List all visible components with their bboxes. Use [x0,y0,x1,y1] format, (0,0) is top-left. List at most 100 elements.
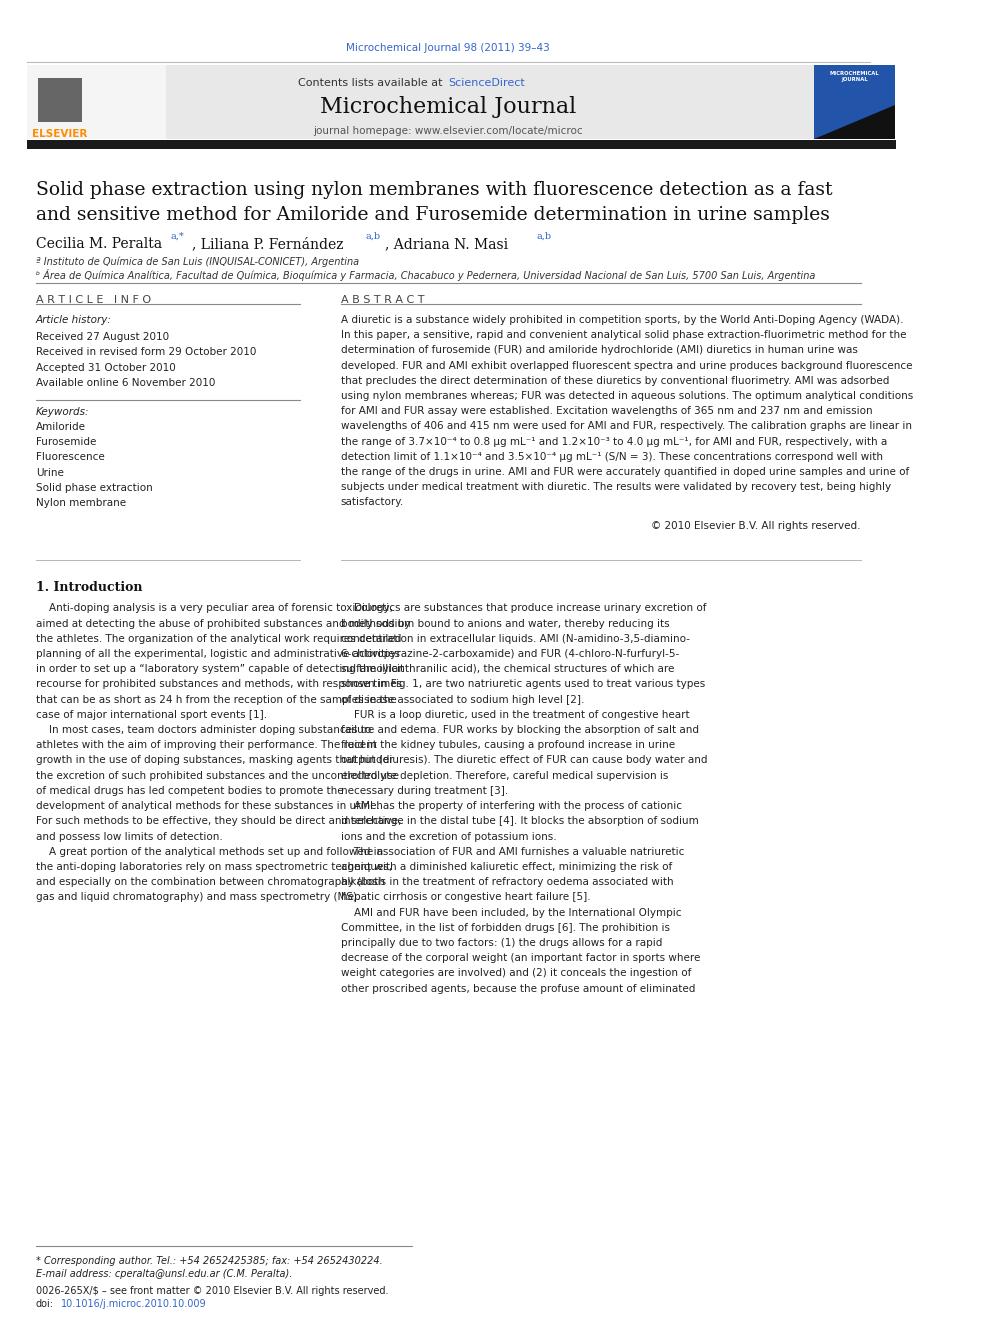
Bar [38,78,82,122]
Text: A diuretic is a substance widely prohibited in competition sports, by the World : A diuretic is a substance widely prohibi… [340,315,903,325]
Text: Amiloride: Amiloride [36,422,86,433]
Text: interchange in the distal tube [4]. It blocks the absorption of sodium: interchange in the distal tube [4]. It b… [340,816,698,827]
Text: weight categories are involved) and (2) it conceals the ingestion of: weight categories are involved) and (2) … [340,968,691,979]
Text: 0026-265X/$ – see front matter © 2010 Elsevier B.V. All rights reserved.: 0026-265X/$ – see front matter © 2010 El… [36,1286,388,1297]
Text: determination of furosemide (FUR) and amiloride hydrochloride (AMI) diuretics in: determination of furosemide (FUR) and am… [340,345,857,356]
FancyBboxPatch shape [814,65,895,139]
Text: Received 27 August 2010: Received 27 August 2010 [36,332,169,343]
Text: of medical drugs has led competent bodies to promote the: of medical drugs has led competent bodie… [36,786,343,796]
Text: Committee, in the list of forbidden drugs [6]. The prohibition is: Committee, in the list of forbidden drug… [340,923,670,933]
Text: output (diuresis). The diuretic effect of FUR can cause body water and: output (diuresis). The diuretic effect o… [340,755,707,766]
Text: Microchemical Journal: Microchemical Journal [320,97,576,118]
Text: MICROCHEMICAL
JOURNAL: MICROCHEMICAL JOURNAL [829,71,879,82]
Text: Article history:: Article history: [36,315,112,325]
Text: The association of FUR and AMI furnishes a valuable natriuretic: The association of FUR and AMI furnishes… [340,847,684,857]
Text: Anti-doping analysis is a very peculiar area of forensic toxicology,: Anti-doping analysis is a very peculiar … [36,603,393,614]
Text: a,b: a,b [366,232,381,241]
Text: and especially on the combination between chromatography (both: and especially on the combination betwee… [36,877,385,888]
Text: E-mail address: cperalta@unsl.edu.ar (C.M. Peralta).: E-mail address: cperalta@unsl.edu.ar (C.… [36,1269,293,1279]
Text: In most cases, team doctors administer doping substances to: In most cases, team doctors administer d… [36,725,371,736]
Text: FUR is a loop diuretic, used in the treatment of congestive heart: FUR is a loop diuretic, used in the trea… [340,709,689,720]
Text: Solid phase extraction using nylon membranes with fluorescence detection as a fa: Solid phase extraction using nylon membr… [36,181,832,225]
Text: subjects under medical treatment with diuretic. The results were validated by re: subjects under medical treatment with di… [340,483,891,492]
Text: A great portion of the analytical methods set up and followed in: A great portion of the analytical method… [36,847,383,857]
Text: hepatic cirrhosis or congestive heart failure [5].: hepatic cirrhosis or congestive heart fa… [340,892,590,902]
Text: gas and liquid chromatography) and mass spectrometry (MS).: gas and liquid chromatography) and mass … [36,892,360,902]
Text: developed. FUR and AMI exhibit overlapped fluorescent spectra and urine produces: developed. FUR and AMI exhibit overlappe… [340,360,912,370]
Text: other proscribed agents, because the profuse amount of eliminated: other proscribed agents, because the pro… [340,983,695,994]
Text: Contents lists available at: Contents lists available at [298,78,445,89]
Text: doi:: doi: [36,1299,54,1310]
Text: ª Instituto de Química de San Luis (INQUISAL-CONICET), Argentina: ª Instituto de Química de San Luis (INQU… [36,257,359,267]
Text: for AMI and FUR assay were established. Excitation wavelengths of 365 nm and 237: for AMI and FUR assay were established. … [340,406,872,417]
Text: the anti-doping laboratories rely on mass spectrometric techniques,: the anti-doping laboratories rely on mas… [36,863,392,872]
Text: satisfactory.: satisfactory. [340,497,404,508]
Text: Urine: Urine [36,467,63,478]
Text: sulfamoylanthranilic acid), the chemical structures of which are: sulfamoylanthranilic acid), the chemical… [340,664,674,675]
Text: growth in the use of doping substances, masking agents that hinder: growth in the use of doping substances, … [36,755,393,766]
Text: wavelengths of 406 and 415 nm were used for AMI and FUR, respectively. The calib: wavelengths of 406 and 415 nm were used … [340,421,912,431]
Text: AMI has the property of interfering with the process of cationic: AMI has the property of interfering with… [340,800,682,811]
Text: principally due to two factors: (1) the drugs allows for a rapid: principally due to two factors: (1) the … [340,938,662,949]
Text: decrease of the corporal weight (an important factor in sports where: decrease of the corporal weight (an impo… [340,953,700,963]
Text: in order to set up a “laboratory system” capable of detecting the illicit: in order to set up a “laboratory system”… [36,664,404,675]
FancyBboxPatch shape [27,65,815,139]
Text: and possess low limits of detection.: and possess low limits of detection. [36,831,222,841]
Text: electrolyte depletion. Therefore, careful medical supervision is: electrolyte depletion. Therefore, carefu… [340,770,668,781]
Text: Fluorescence: Fluorescence [36,452,104,463]
Text: detection limit of 1.1×10⁻⁴ and 3.5×10⁻⁴ μg mL⁻¹ (S/N = 3). These concentrations: detection limit of 1.1×10⁻⁴ and 3.5×10⁻⁴… [340,452,883,462]
Text: Nylon membrane: Nylon membrane [36,497,126,508]
Text: alkalosis in the treatment of refractory oedema associated with: alkalosis in the treatment of refractory… [340,877,674,888]
Text: a,b: a,b [536,232,552,241]
Text: * Corresponding author. Tel.: +54 2652425385; fax: +54 2652430224.: * Corresponding author. Tel.: +54 265242… [36,1256,383,1266]
Text: Available online 6 November 2010: Available online 6 November 2010 [36,378,215,388]
Text: A B S T R A C T: A B S T R A C T [340,295,425,306]
Text: , Adriana N. Masi: , Adriana N. Masi [385,237,512,251]
Text: development of analytical methods for these substances in urine.: development of analytical methods for th… [36,800,380,811]
Text: 1. Introduction: 1. Introduction [36,581,143,594]
Polygon shape [814,105,895,139]
Text: For such methods to be effective, they should be direct and selective,: For such methods to be effective, they s… [36,816,401,827]
Text: A R T I C L E   I N F O: A R T I C L E I N F O [36,295,151,306]
Text: a,*: a,* [171,232,185,241]
Text: ions and the excretion of potassium ions.: ions and the excretion of potassium ions… [340,831,557,841]
Text: Diuretics are substances that produce increase urinary excretion of: Diuretics are substances that produce in… [340,603,706,614]
Text: the range of 3.7×10⁻⁴ to 0.8 μg mL⁻¹ and 1.2×10⁻³ to 4.0 μg mL⁻¹, for AMI and FU: the range of 3.7×10⁻⁴ to 0.8 μg mL⁻¹ and… [340,437,887,447]
Text: ᵇ Área de Química Analítica, Facultad de Química, Bioquímica y Farmacia, Chacabu: ᵇ Área de Química Analítica, Facultad de… [36,269,815,280]
Text: necessary during treatment [3].: necessary during treatment [3]. [340,786,508,796]
Text: the range of the drugs in urine. AMI and FUR were accurately quantified in doped: the range of the drugs in urine. AMI and… [340,467,909,478]
Text: ELSEVIER: ELSEVIER [33,128,87,139]
Text: Cecilia M. Peralta: Cecilia M. Peralta [36,237,167,251]
Text: aimed at detecting the abuse of prohibited substances and methods by: aimed at detecting the abuse of prohibit… [36,618,411,628]
Bar [27,140,897,149]
Text: using nylon membranes whereas; FUR was detected in aqueous solutions. The optimu: using nylon membranes whereas; FUR was d… [340,392,913,401]
Text: ScienceDirect: ScienceDirect [448,78,525,89]
Text: case of major international sport events [1].: case of major international sport events… [36,709,267,720]
Text: shown in Fig. 1, are two natriuretic agents used to treat various types: shown in Fig. 1, are two natriuretic age… [340,679,705,689]
Text: athletes with the aim of improving their performance. The recent: athletes with the aim of improving their… [36,740,377,750]
Text: journal homepage: www.elsevier.com/locate/microc: journal homepage: www.elsevier.com/locat… [313,126,583,136]
Text: Received in revised form 29 October 2010: Received in revised form 29 October 2010 [36,347,256,357]
Text: AMI and FUR have been included, by the International Olympic: AMI and FUR have been included, by the I… [340,908,682,918]
Text: that can be as short as 24 h from the reception of the samples in the: that can be as short as 24 h from the re… [36,695,397,705]
Text: agent with a diminished kaliuretic effect, minimizing the risk of: agent with a diminished kaliuretic effec… [340,863,672,872]
Text: Furosemide: Furosemide [36,437,96,447]
FancyBboxPatch shape [27,65,166,139]
Text: 6-chloropyrazine-2-carboxamide) and FUR (4-chloro-N-furfuryl-5-: 6-chloropyrazine-2-carboxamide) and FUR … [340,648,679,659]
Text: Solid phase extraction: Solid phase extraction [36,483,153,493]
Text: bodily sodium bound to anions and water, thereby reducing its: bodily sodium bound to anions and water,… [340,618,670,628]
Text: Microchemical Journal 98 (2011) 39–43: Microchemical Journal 98 (2011) 39–43 [346,42,551,53]
Text: concentration in extracellular liquids. AMI (N-amidino-3,5-diamino-: concentration in extracellular liquids. … [340,634,689,644]
Text: planning of all the experimental, logistic and administrative activities: planning of all the experimental, logist… [36,648,400,659]
Text: of disease associated to sodium high level [2].: of disease associated to sodium high lev… [340,695,584,705]
Text: 10.1016/j.microc.2010.10.009: 10.1016/j.microc.2010.10.009 [61,1299,206,1310]
Text: that precludes the direct determination of these diuretics by conventional fluor: that precludes the direct determination … [340,376,889,386]
Text: failure and edema. FUR works by blocking the absorption of salt and: failure and edema. FUR works by blocking… [340,725,698,736]
Text: recourse for prohibited substances and methods, with response times: recourse for prohibited substances and m… [36,679,402,689]
Text: , Liliana P. Fernández: , Liliana P. Fernández [191,237,348,251]
Text: Keywords:: Keywords: [36,407,89,418]
Text: the excretion of such prohibited substances and the uncontrolled use: the excretion of such prohibited substan… [36,770,399,781]
Text: fluid in the kidney tubules, causing a profound increase in urine: fluid in the kidney tubules, causing a p… [340,740,675,750]
Text: In this paper, a sensitive, rapid and convenient analytical solid phase extracti: In this paper, a sensitive, rapid and co… [340,329,906,340]
Text: © 2010 Elsevier B.V. All rights reserved.: © 2010 Elsevier B.V. All rights reserved… [651,520,860,531]
